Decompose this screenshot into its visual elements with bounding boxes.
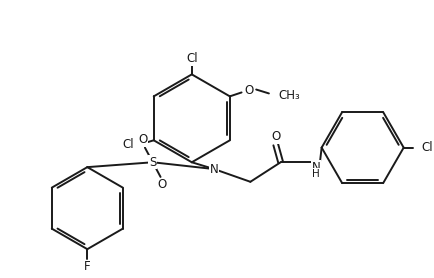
Text: Cl: Cl [421,141,433,154]
Text: N: N [312,161,320,174]
Text: O: O [158,178,167,191]
Text: H: H [312,169,320,179]
Text: CH₃: CH₃ [279,89,300,102]
Text: S: S [149,156,156,169]
Text: N: N [210,163,219,176]
Text: O: O [138,133,148,146]
Text: Cl: Cl [122,138,134,151]
Text: O: O [271,130,280,143]
Text: F: F [84,260,91,273]
Text: O: O [245,84,254,97]
Text: Cl: Cl [186,52,197,65]
